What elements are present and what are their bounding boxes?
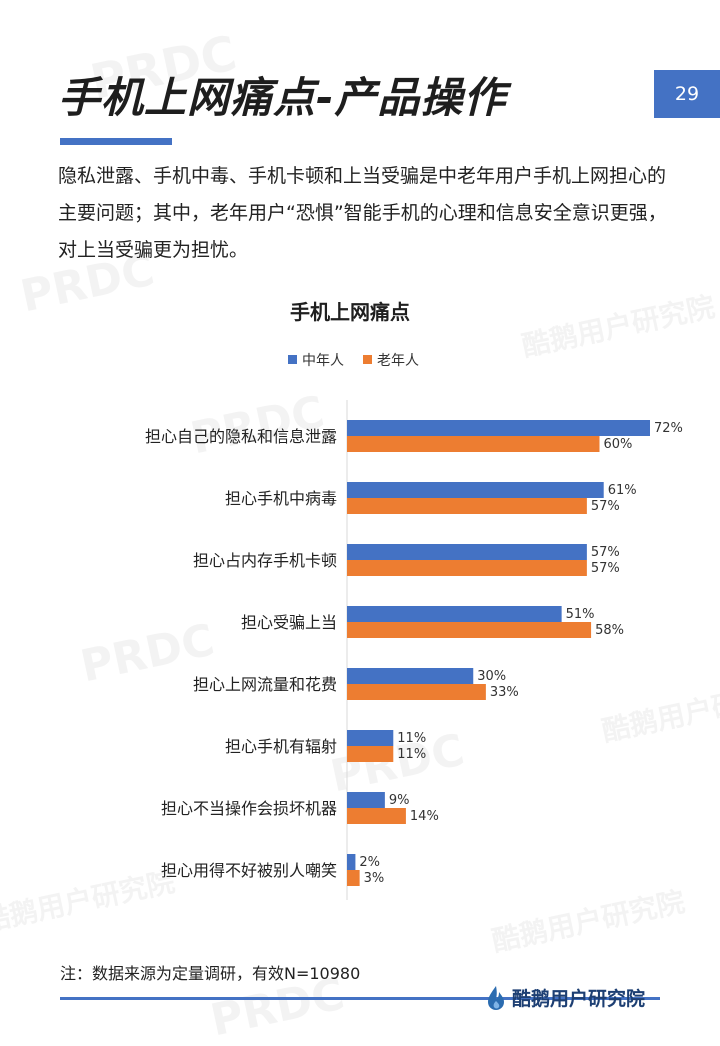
data-label: 14%	[410, 809, 439, 824]
data-label: 9%	[389, 793, 410, 808]
data-label: 11%	[397, 731, 426, 746]
data-label: 3%	[364, 871, 385, 886]
legend-label-elderly: 老年人	[377, 353, 419, 369]
data-label: 51%	[566, 607, 595, 622]
legend: 中年人 老年人	[288, 353, 419, 369]
legend-swatch-elderly	[363, 355, 372, 364]
bar	[347, 498, 587, 514]
page-title: 手机上网痛点-产品操作	[58, 73, 507, 122]
data-label: 72%	[654, 421, 683, 436]
data-label: 57%	[591, 499, 620, 514]
bar	[347, 684, 486, 700]
bar	[347, 420, 650, 436]
brand-logo: 酷鹅用户研究院	[484, 984, 645, 1011]
footnote: 注：数据来源为定量调研，有效N=10980	[60, 964, 361, 983]
category-label: 担心自己的隐私和信息泄露	[145, 427, 337, 446]
bar	[347, 870, 360, 886]
bar	[347, 854, 356, 870]
category-label: 担心不当操作会损坏机器	[161, 799, 337, 818]
bar	[347, 544, 587, 560]
category-label: 担心占内存手机卡顿	[193, 551, 337, 570]
data-label: 57%	[591, 545, 620, 560]
bar	[347, 668, 474, 684]
page-number: 29	[674, 83, 700, 105]
data-label: 61%	[608, 483, 637, 498]
category-label: 担心手机有辐射	[225, 737, 337, 756]
bar	[347, 808, 406, 824]
page-number-badge: 29	[654, 70, 720, 118]
data-label: 60%	[604, 437, 633, 452]
flame-icon	[488, 985, 504, 1010]
category-label: 担心上网流量和花费	[193, 675, 337, 694]
bar	[347, 792, 385, 808]
bar	[347, 482, 604, 498]
data-label: 11%	[397, 747, 426, 762]
category-label: 担心受骗上当	[241, 613, 337, 632]
legend-label-middle-aged: 中年人	[302, 353, 344, 369]
description-text: 隐私泄露、手机中毒、手机卡顿和上当受骗是中老年用户手机上网担心的主要问题；其中，…	[58, 165, 667, 261]
bar	[347, 560, 587, 576]
title-underline	[60, 138, 172, 145]
category-label: 担心手机中病毒	[225, 489, 337, 508]
data-label: 30%	[477, 669, 506, 684]
brand-name: 酷鹅用户研究院	[512, 988, 646, 1010]
bar	[347, 746, 394, 762]
bar	[347, 436, 600, 452]
bar-chart: 手机上网痛点 中年人 老年人 担心自己的隐私和信息泄露 72% 60% 担心手机中病毒…	[145, 300, 683, 900]
chart-title: 手机上网痛点	[290, 300, 410, 324]
bar	[347, 606, 562, 622]
bar	[347, 730, 394, 746]
footer-rule	[60, 997, 660, 1000]
bar	[347, 622, 592, 638]
data-label: 57%	[591, 561, 620, 576]
legend-swatch-middle-aged	[288, 355, 297, 364]
data-label: 33%	[490, 685, 519, 700]
data-label: 2%	[359, 855, 380, 870]
data-label: 58%	[595, 623, 624, 638]
category-label: 担心用得不好被别人嘲笑	[161, 861, 337, 880]
